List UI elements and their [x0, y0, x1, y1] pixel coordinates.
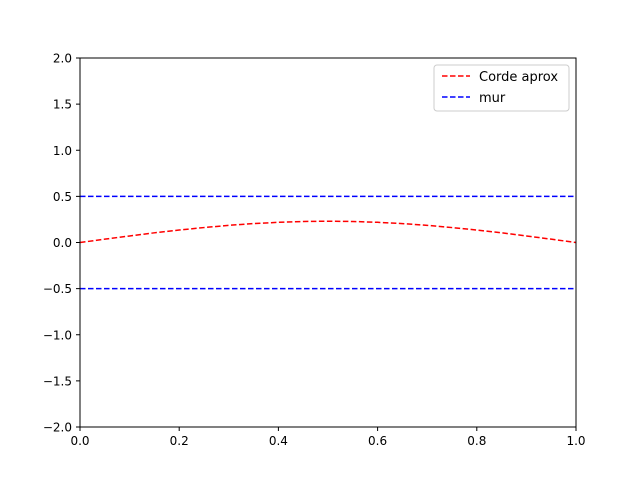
x-tick-label: 0.6 [368, 434, 387, 448]
x-tick-label: 0.4 [269, 434, 288, 448]
x-tick-label: 0.8 [467, 434, 486, 448]
x-axis-ticks: 0.0 0.2 0.4 0.6 0.8 1.0 [70, 427, 586, 448]
legend: Corde aprox mur [433, 64, 570, 112]
plot-area [80, 58, 576, 427]
series-layer [79, 195, 577, 290]
y-tick-label: 0.0 [53, 236, 72, 250]
y-tick-label: 2.0 [53, 52, 72, 66]
y-tick-label: −1.0 [43, 328, 72, 342]
y-tick-label: −2.0 [43, 421, 72, 435]
y-tick-label: −0.5 [43, 282, 72, 296]
series-line-corde-aprox [79, 220, 577, 244]
y-tick-label: 1.5 [53, 98, 72, 112]
y-tick-label: 1.0 [53, 144, 72, 158]
legend-label-mur: mur [479, 91, 506, 106]
legend-label-corde-aprox: Corde aprox [479, 70, 558, 85]
y-tick-label: −1.5 [43, 374, 72, 388]
x-tick-label: 0.2 [170, 434, 189, 448]
y-axis-ticks: 2.0 1.5 1.0 0.5 0.0 −0.5 −1.0 −1.5 −2.0 [43, 52, 80, 435]
y-tick-label: 0.5 [53, 190, 72, 204]
x-tick-label: 0.0 [70, 434, 89, 448]
x-tick-label: 1.0 [566, 434, 585, 448]
